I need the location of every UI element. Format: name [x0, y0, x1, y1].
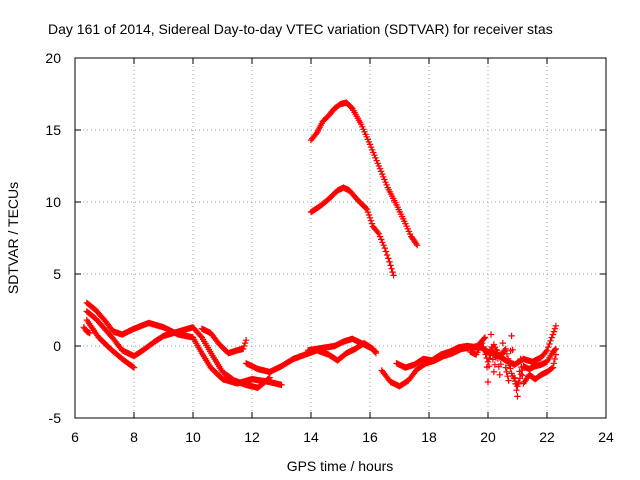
- y-tick-label: 20: [45, 50, 61, 66]
- series-trace-b: [83, 308, 273, 391]
- series-marks: [83, 316, 138, 371]
- series-marks: [467, 339, 559, 390]
- y-tick-label: 15: [45, 122, 61, 138]
- x-axis-label: GPS time / hours: [287, 458, 394, 474]
- x-tick-label: 16: [362, 429, 378, 445]
- series-trace-d: [80, 324, 93, 337]
- x-tick-label: 22: [539, 429, 555, 445]
- axis-ticks: [74, 57, 607, 419]
- x-tick-label: 24: [598, 429, 614, 445]
- series-trace-h: [307, 99, 421, 249]
- grid: [75, 58, 606, 418]
- x-tick-label: 18: [421, 429, 437, 445]
- series-marks: [304, 335, 380, 355]
- y-axis-label: SDTVAR / TECUs: [5, 182, 21, 294]
- chart-title: Day 161 of 2014, Sidereal Day-to-day VTE…: [48, 21, 553, 37]
- x-tick-label: 6: [71, 429, 79, 445]
- x-tick-label: 20: [480, 429, 496, 445]
- series-marks: [83, 299, 285, 389]
- series-trace-i: [307, 184, 397, 279]
- y-tick-label: 10: [45, 194, 61, 210]
- series-marks: [198, 325, 250, 357]
- series-marks: [83, 308, 273, 391]
- series-marks: [307, 184, 397, 279]
- series-marks: [80, 324, 93, 337]
- x-tick-label: 10: [185, 429, 201, 445]
- y-tick-label: -5: [49, 410, 62, 426]
- series-trace-a: [83, 299, 285, 389]
- series-trace-c: [83, 316, 138, 371]
- y-tick-label: 0: [53, 338, 61, 354]
- series-trace-l: [467, 339, 559, 390]
- y-tick-labels: -5 0 5 10 15 20: [45, 50, 61, 426]
- series-trace-e: [198, 325, 250, 357]
- data-series: [80, 99, 559, 400]
- x-tick-label: 8: [130, 429, 138, 445]
- x-tick-label: 12: [244, 429, 260, 445]
- x-tick-label: 14: [303, 429, 319, 445]
- series-marks: [307, 99, 421, 249]
- series-trace-g: [304, 335, 380, 355]
- x-tick-labels: 6 8 10 12 14 16 18 20 22 24: [71, 429, 614, 445]
- plot-frame: [74, 57, 607, 419]
- y-tick-label: 5: [53, 266, 61, 282]
